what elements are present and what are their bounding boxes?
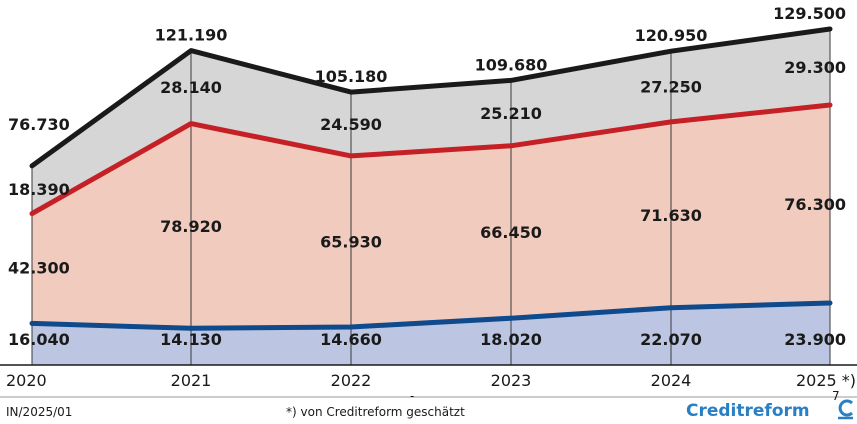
data-label-series-1: 22.070 [640, 330, 702, 349]
area-series-3 [32, 29, 830, 214]
data-label-series-2: 71.630 [640, 206, 702, 225]
data-label-series-2: 65.930 [320, 232, 382, 251]
x-tick-label: 2024 [651, 371, 692, 390]
data-label-series-2: 78.920 [160, 217, 222, 236]
total-label: 109.680 [475, 55, 548, 74]
area-series-2 [32, 105, 830, 329]
data-label-series-2: 66.450 [480, 223, 542, 242]
data-label-series-2: 42.300 [8, 259, 70, 278]
brand-name: Creditreform [686, 401, 810, 421]
creditreform-c-logo-icon [838, 399, 854, 420]
series-line-3 [29, 26, 833, 169]
data-label-series-3: 18.390 [8, 180, 70, 199]
data-label-series-1: 18.020 [480, 330, 542, 349]
x-tick-label: 2020 [6, 371, 47, 390]
footer-dash: - [410, 389, 414, 403]
x-axis: 2020 2021 2022 2023 2024 2025 *) [0, 364, 857, 390]
total-label: 105.180 [315, 67, 388, 86]
x-tick-label: 2025 *) [796, 371, 856, 390]
total-label: 129.500 [773, 4, 846, 23]
x-tick-label: 2021 [171, 371, 212, 390]
series-line-1 [29, 300, 833, 331]
footer-estimate-note: *) von Creditreform geschätzt [286, 405, 465, 419]
series-line-2 [29, 102, 833, 217]
data-label-series-1: 16.040 [8, 330, 70, 349]
data-label-series-1: 23.900 [784, 330, 846, 349]
footer-code: IN/2025/01 [6, 405, 72, 419]
data-label-series-1: 14.660 [320, 330, 382, 349]
data-labels: 16.040 14.130 14.660 18.020 22.070 23.900 42.3… [8, 4, 846, 349]
data-label-series-3: 27.250 [640, 78, 702, 97]
footer-page-mark: 7 [832, 389, 840, 403]
total-label: 76.730 [8, 115, 70, 134]
total-label: 121.190 [155, 26, 228, 45]
footer: IN/2025/01 *) von Creditreform geschätzt… [0, 389, 857, 421]
data-label-series-3: 25.210 [480, 104, 542, 123]
total-label: 120.950 [635, 26, 708, 45]
data-label-series-2: 76.300 [784, 195, 846, 214]
data-label-series-3: 28.140 [160, 78, 222, 97]
series-lines [29, 26, 833, 331]
data-label-series-1: 14.130 [160, 330, 222, 349]
area-layers [32, 29, 830, 365]
x-tick-label: 2023 [491, 371, 532, 390]
area-series-1 [32, 303, 830, 365]
vertical-gridlines [31, 29, 831, 365]
data-label-series-3: 29.300 [784, 58, 846, 77]
x-tick-label: 2022 [331, 371, 372, 390]
data-label-series-3: 24.590 [320, 115, 382, 134]
